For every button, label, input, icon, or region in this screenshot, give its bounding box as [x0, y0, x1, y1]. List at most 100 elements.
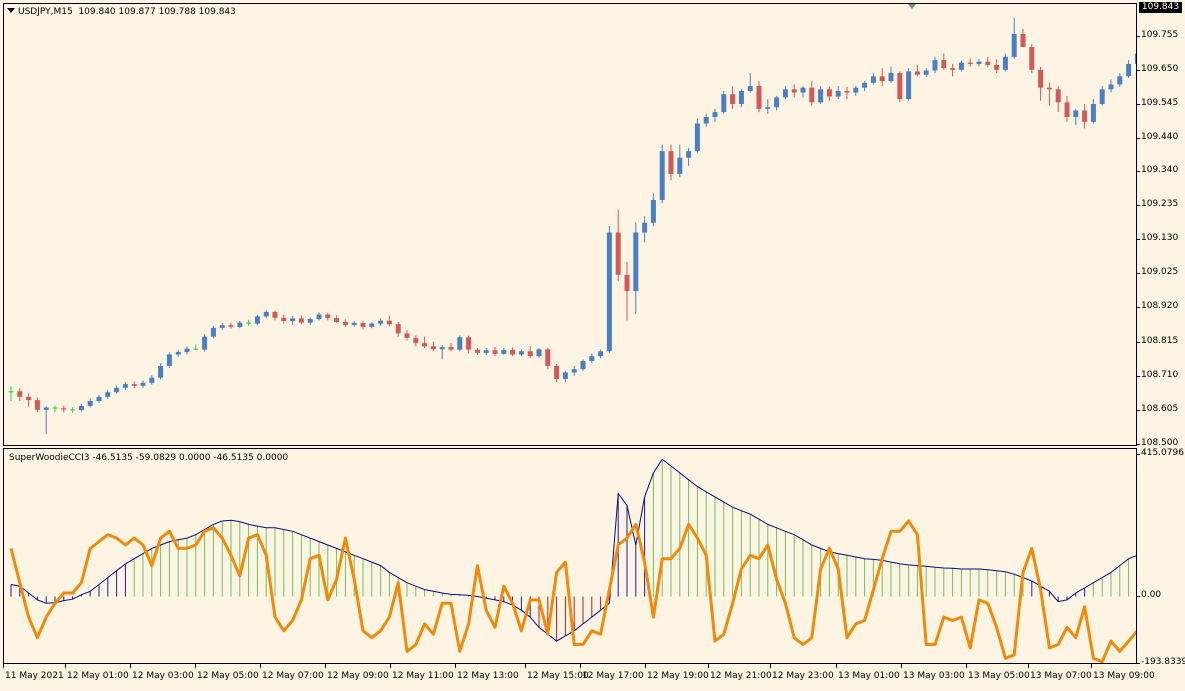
candle-body	[202, 336, 208, 350]
time-axis-label: 13 May 01:00	[838, 671, 900, 681]
candle-body	[210, 327, 216, 337]
candle-body	[712, 112, 718, 117]
candle-body	[941, 60, 947, 69]
candle-body	[756, 86, 762, 109]
axis-tick	[1137, 138, 1140, 140]
candle-body	[774, 97, 780, 108]
candle-body	[52, 407, 58, 409]
candle-body	[1117, 76, 1123, 85]
candle-body	[633, 232, 639, 292]
candle-body	[158, 365, 164, 378]
time-axis-tick	[525, 664, 526, 668]
turbo-cci-line	[9, 519, 1136, 663]
chevron-down-icon[interactable]	[7, 8, 15, 13]
candle-body	[994, 64, 1000, 70]
candle-body	[562, 372, 568, 379]
price-axis[interactable]: 109.755 109.650 109.545 109.440 109.340 109.2…	[1137, 2, 1185, 667]
candle-body	[422, 343, 428, 347]
symbol-timeframe: USDJPY,M15	[18, 7, 73, 17]
candle-body	[703, 116, 709, 124]
price-axis-label: 109.025	[1141, 267, 1179, 278]
time-axis-tick	[966, 664, 967, 668]
candle-body	[334, 318, 340, 322]
candle-body	[351, 322, 357, 325]
price-axis-label: 109.440	[1141, 132, 1179, 143]
indicator-axis-label: -193.8339	[1141, 657, 1185, 667]
axis-tick	[1137, 307, 1140, 309]
candle-body	[782, 89, 788, 98]
time-axis-tick	[708, 664, 709, 668]
price-axis-label: 109.545	[1141, 97, 1179, 108]
candle-body	[967, 62, 973, 64]
candle-body	[870, 76, 876, 83]
candle-body	[395, 324, 401, 334]
candle-body	[985, 61, 991, 65]
time-axis-tick	[645, 664, 646, 668]
candle-body	[369, 323, 375, 327]
candle-body	[879, 76, 885, 82]
candle-body	[686, 151, 692, 158]
time-axis-label: 11 May 2021	[5, 671, 64, 681]
time-axis-label: 12 May 11:00	[392, 671, 454, 681]
time-axis-label: 12 May 05:00	[197, 671, 259, 681]
price-chart-canvas[interactable]	[4, 4, 1136, 445]
candle-body	[219, 325, 225, 328]
indicator-axis-label: 415.0796	[1141, 448, 1184, 458]
candle-body	[17, 391, 23, 397]
indicator-pane[interactable]: SuperWoodieCCI3 -46.5135 -59.0829 0.0000…	[3, 448, 1137, 664]
candle-body	[1038, 69, 1044, 88]
axis-tick	[1137, 375, 1140, 377]
candle-body	[624, 274, 630, 292]
candle-body	[61, 408, 67, 410]
candle-body	[650, 199, 656, 223]
candle-body	[96, 396, 102, 402]
price-axis-label: 109.650	[1141, 63, 1179, 74]
candle-body	[483, 350, 489, 353]
time-axis-label: 12 May 01:00	[67, 671, 129, 681]
time-axis-tick	[3, 664, 4, 668]
current-price-label: 109.843	[1139, 2, 1182, 13]
candle-body	[950, 68, 956, 70]
candle-body	[580, 361, 586, 370]
time-axis-tick	[260, 664, 261, 668]
candle-body	[70, 409, 76, 411]
shift-marker-icon[interactable]	[908, 4, 916, 9]
candle-body	[457, 337, 463, 350]
candle-body	[518, 351, 524, 355]
time-axis-label: 12 May 21:00	[710, 671, 772, 681]
candle-body	[738, 90, 744, 104]
candle-body	[325, 314, 331, 319]
candle-body	[246, 322, 252, 324]
time-axis-label: 12 May 03:00	[132, 671, 194, 681]
axis-tick	[1137, 444, 1140, 445]
candle-body	[1099, 89, 1105, 104]
time-axis-tick	[65, 664, 66, 668]
indicator-canvas[interactable]	[4, 449, 1136, 663]
time-axis-tick	[901, 664, 902, 668]
price-axis-label: 108.710	[1141, 369, 1179, 380]
candle-body	[193, 348, 199, 350]
indicator-values: -46.5135 -59.0829 0.0000 -46.5135 0.0000	[92, 453, 289, 463]
candle-body	[765, 107, 771, 109]
candle-body	[958, 62, 964, 70]
candle-body	[668, 151, 674, 174]
candle-body	[474, 349, 480, 353]
time-axis[interactable]: 11 May 2021 12 May 01:00 12 May 03:00 12 Ma…	[3, 664, 1155, 691]
price-chart-pane[interactable]: USDJPY,M15 109.840 109.877 109.788 109.8…	[3, 3, 1137, 446]
candle-body	[439, 347, 445, 350]
candle-body	[923, 70, 929, 75]
candle-body	[501, 349, 507, 354]
candle-body	[1064, 102, 1070, 117]
time-axis-label: 12 May 13:00	[457, 671, 519, 681]
time-axis-label: 12 May 19:00	[647, 671, 709, 681]
time-axis-label: 13 May 09:00	[1093, 671, 1155, 681]
candle-body	[721, 94, 727, 113]
candle-body	[298, 318, 304, 323]
candle-body	[1082, 110, 1088, 122]
candle-body	[606, 232, 612, 352]
candle-body	[791, 89, 797, 93]
candle-body	[571, 369, 577, 373]
candle-body	[545, 349, 551, 366]
candle-body	[826, 89, 832, 97]
